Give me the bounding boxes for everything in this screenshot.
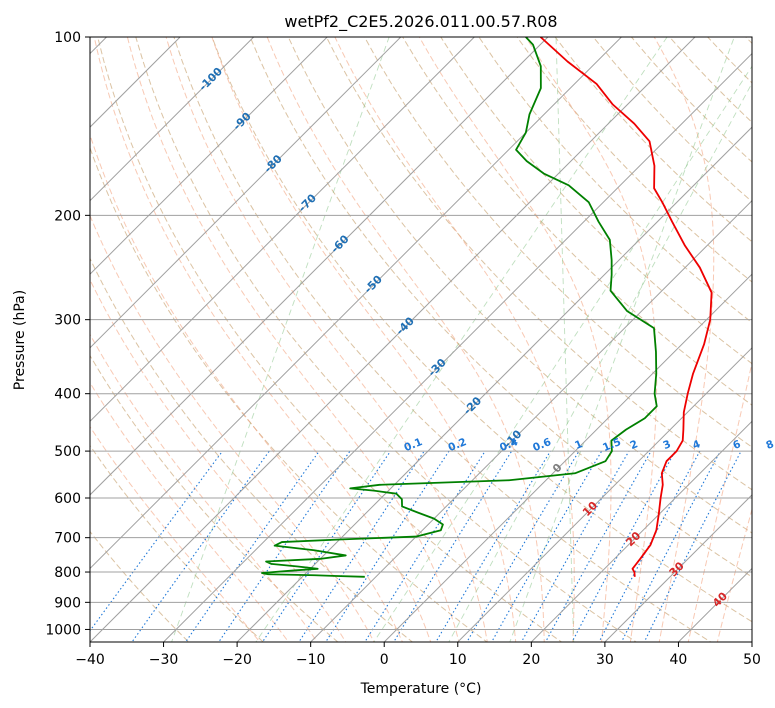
dewpoint-profile-line: [261, 37, 658, 578]
moist-adiabat: [524, 37, 658, 642]
moist-adiabat: [418, 37, 612, 642]
y-tick-label: 400: [54, 387, 81, 403]
moist-adiabat: [211, 37, 517, 642]
mixing-ratio-label: 6: [731, 438, 742, 452]
moist-adiabat: [165, 37, 488, 642]
x-tick-label: −30: [149, 652, 179, 668]
x-tick-label: −10: [296, 652, 326, 668]
isotherm-gridline: [90, 37, 255, 202]
dry-adiabat: [173, 37, 712, 642]
moist-adiabat: [716, 507, 752, 642]
dry-adiabat: [90, 146, 488, 642]
y-axis-label: Pressure (hPa): [12, 290, 28, 390]
moist-adiabat: [90, 333, 318, 642]
isotherm-gridline: [530, 420, 752, 642]
isotherm-gridline: [310, 199, 752, 642]
axes: −40 −30 −20 −10 0 10 20 30 40 50 1000 900 800 700 600 5…: [45, 30, 761, 668]
y-tick-label: 200: [54, 208, 81, 224]
dry-adiabat: [249, 37, 752, 578]
y-tick-label: 800: [54, 565, 81, 581]
dry-adiabat: [440, 37, 752, 365]
moist-reference-line: [373, 65, 752, 642]
y-tick-label: 900: [54, 595, 81, 611]
x-tick-label: 0: [380, 652, 389, 668]
dry-adiabat: [90, 354, 339, 642]
dry-adiabat: [90, 257, 414, 642]
chart-title: wetPf2_C2E5.2026.011.00.57.R08: [284, 12, 557, 32]
isotherm-gridline: [604, 494, 752, 642]
isotherm-gridline: [90, 37, 549, 496]
annotation-layer: -100-90-80-70-60-50-40-30-20-10010203040…: [196, 65, 775, 610]
y-tick-label: 100: [54, 30, 81, 46]
mixing-ratio-label: 3: [661, 438, 672, 452]
moist-adiabat: [334, 37, 575, 642]
x-axis-label: Temperature (°C): [360, 681, 482, 697]
moist-reference-line: [509, 37, 735, 642]
mixing-ratio-label: 8: [764, 438, 775, 452]
x-tick-label: 40: [670, 652, 688, 668]
moist-reference-line: [555, 37, 575, 642]
mixing-ratio-label: 1: [573, 438, 584, 452]
y-tick-label: 1000: [45, 622, 81, 638]
series-layer: [261, 37, 713, 578]
x-tick-label: 10: [449, 652, 467, 668]
moist-adiabat: [126, 37, 460, 642]
dry-adiabat: [135, 37, 638, 642]
x-tick-label: 20: [522, 652, 540, 668]
moist-reference-line: [448, 82, 752, 642]
dry-adiabat: [90, 444, 264, 642]
moist-adiabat: [90, 425, 261, 642]
dry-adiabat: [516, 37, 752, 283]
y-tick-label: 600: [54, 491, 81, 507]
mixing-ratio-label: 4: [691, 438, 702, 452]
x-tick-label: 50: [743, 652, 761, 668]
x-tick-label: −20: [222, 652, 252, 668]
background-lines: [90, 37, 752, 642]
moist-adiabat: [687, 360, 752, 642]
moist-adiabat: [90, 381, 290, 642]
moist-adiabat: [266, 37, 545, 642]
isotherm-gridline: [90, 37, 402, 349]
dry-adiabat: [97, 37, 563, 642]
isotherm-gridline: [90, 37, 475, 423]
moist-adiabat: [90, 133, 403, 642]
x-tick-label: −40: [75, 652, 105, 668]
mixing-ratio-label: 2: [628, 438, 639, 452]
isotherm-gridline: [90, 37, 328, 275]
moist-adiabat: [90, 214, 375, 642]
plot-frame: [89, 36, 753, 643]
isotherm-gridline: [163, 52, 752, 642]
isotherm-gridline: [236, 126, 752, 642]
y-tick-label: 700: [54, 531, 81, 547]
isotherm-gridline: [90, 37, 622, 570]
moist-adiabat: [93, 37, 432, 642]
isotherm-gridline: [90, 37, 696, 642]
moist-reference-line: [255, 37, 668, 642]
isotherm-gridline: [383, 273, 752, 642]
isotherm-gridline: [457, 347, 752, 642]
temperature-profile-line: [539, 37, 713, 577]
y-tick-label: 300: [54, 313, 81, 329]
dry-adiabat: [402, 37, 752, 406]
moist-adiabat: [653, 37, 715, 642]
y-tick-label: 500: [54, 444, 81, 460]
x-tick-label: 30: [596, 652, 614, 668]
